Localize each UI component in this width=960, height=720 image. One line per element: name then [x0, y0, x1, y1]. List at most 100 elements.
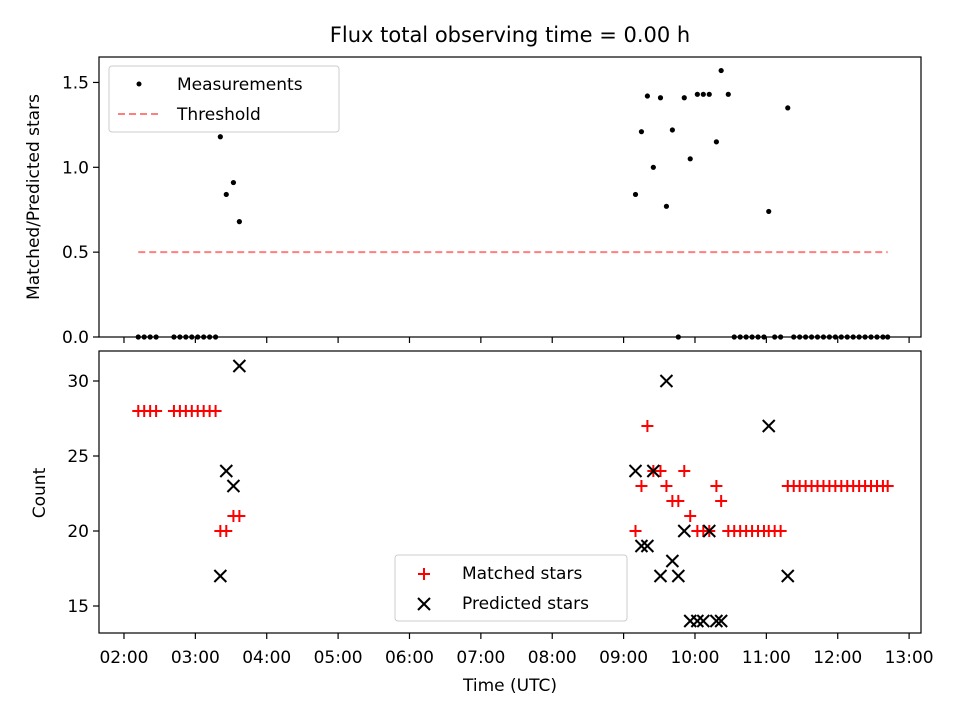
measurement-point [217, 134, 223, 140]
bottom-plot-area [132, 359, 894, 628]
x-tick-label: 13:00 [885, 648, 934, 668]
chart-title: Flux total observing time = 0.00 h [330, 23, 690, 47]
measurement-point [650, 164, 656, 170]
top-panel: 0.0 0.5 1.0 1.5 Matched/Predicted stars Mea… [24, 56, 922, 348]
x-tick-label: 10:00 [670, 648, 719, 668]
top-legend: Measurements Threshold [108, 65, 340, 133]
top-y-ticks: 0.0 0.5 1.0 1.5 [62, 73, 99, 348]
y-tick-label: 0.5 [62, 243, 89, 263]
matched-star-point [684, 510, 697, 522]
y-tick-label: 20 [67, 522, 89, 542]
x-tick-label: 03:00 [171, 648, 220, 668]
y-tick-label: 30 [67, 372, 89, 392]
measurement-point [706, 91, 712, 97]
matched-star-point [774, 525, 787, 537]
bottom-x-ticks: 02:00 03:00 04:00 05:00 06:00 07:00 08:00 09:00… [99, 633, 934, 668]
matched-star-point [654, 465, 667, 477]
matched-star-point [641, 420, 654, 432]
bottom-legend: Matched stars Predicted stars [394, 554, 628, 622]
legend-measurements-label: Measurements [177, 75, 303, 95]
top-legend-box [108, 65, 340, 133]
predicted-star-point [646, 464, 661, 478]
matched-star-point [635, 480, 648, 492]
measurement-point [657, 95, 664, 101]
predicted-star-point [226, 479, 241, 493]
measurement-point [638, 129, 645, 135]
predicted-star-point [690, 614, 705, 628]
y-tick-label: 0.0 [62, 328, 89, 348]
matched-star-point [629, 525, 642, 537]
matched-star-point [710, 480, 723, 492]
predicted-star-point [232, 359, 247, 373]
bottom-legend-box [394, 554, 628, 622]
y-tick-label: 1.5 [62, 73, 89, 93]
measurement-point [766, 208, 772, 215]
measurement-point [718, 67, 724, 74]
top-x-ticks [123, 337, 910, 343]
measurement-point [669, 127, 675, 133]
measurement-point [725, 91, 731, 97]
predicted-star-point [659, 374, 674, 388]
measurement-point [700, 91, 706, 97]
x-tick-label: 12:00 [813, 648, 862, 668]
predicted-star-point [213, 569, 228, 583]
matched-star-point [150, 405, 163, 417]
predicted-star-point [702, 524, 716, 538]
bottom-y-ticks: 15 20 25 30 [67, 372, 99, 617]
predicted-star-point [640, 539, 655, 553]
predicted-star-point [653, 569, 668, 583]
y-tick-label: 15 [67, 597, 89, 617]
measurement-point [785, 105, 791, 111]
y-tick-label: 1.0 [62, 158, 89, 178]
x-tick-label: 07:00 [456, 648, 505, 668]
matched-star-point [233, 510, 246, 522]
measurement-point [236, 219, 242, 225]
legend-matched-marker [418, 568, 430, 580]
x-tick-label: 02:00 [99, 648, 148, 668]
measurement-point [694, 91, 700, 97]
measurement-point [230, 179, 237, 186]
x-axis-label: Time (UTC) [462, 676, 557, 696]
predicted-star-point [665, 554, 680, 568]
predicted-star-point [709, 614, 724, 628]
measurement-point [644, 93, 650, 99]
measurement-point [687, 156, 693, 162]
legend-predicted-label: Predicted stars [462, 594, 589, 614]
x-tick-label: 06:00 [385, 648, 434, 668]
bottom-y-axis-label: Count [30, 467, 50, 518]
predicted-star-point [634, 539, 649, 553]
predicted-star-point [762, 419, 776, 433]
measurement-point [681, 95, 687, 101]
matched-star-point [209, 405, 222, 417]
predicted-star-point [781, 569, 795, 583]
measurement-point [663, 203, 670, 209]
bottom-axes-frame [98, 350, 922, 634]
predicted-star-point [628, 464, 643, 478]
matched-star-point [715, 495, 728, 507]
matched-star-point [672, 495, 685, 507]
top-axes-frame [98, 56, 922, 338]
legend-threshold-label: Threshold [176, 105, 261, 125]
x-tick-label: 05:00 [314, 648, 363, 668]
measurement-point [632, 191, 639, 198]
predicted-star-point [219, 464, 233, 478]
matched-star-point [678, 465, 691, 477]
x-tick-label: 09:00 [599, 648, 648, 668]
top-y-axis-label: Matched/Predicted stars [24, 94, 44, 300]
legend-matched-label: Matched stars [462, 564, 582, 584]
x-tick-label: 04:00 [242, 648, 291, 668]
measurement-point [223, 191, 229, 198]
predicted-star-point [696, 614, 711, 628]
matched-star-point [220, 525, 233, 537]
predicted-star-point [714, 614, 728, 628]
predicted-star-point [671, 569, 686, 583]
matched-star-point [881, 480, 894, 492]
y-tick-label: 25 [67, 447, 89, 467]
predicted-star-point [677, 524, 691, 538]
legend-measurements-marker [136, 81, 142, 87]
measurement-point [713, 139, 719, 145]
x-tick-label: 08:00 [528, 648, 577, 668]
x-tick-label: 11:00 [742, 648, 791, 668]
